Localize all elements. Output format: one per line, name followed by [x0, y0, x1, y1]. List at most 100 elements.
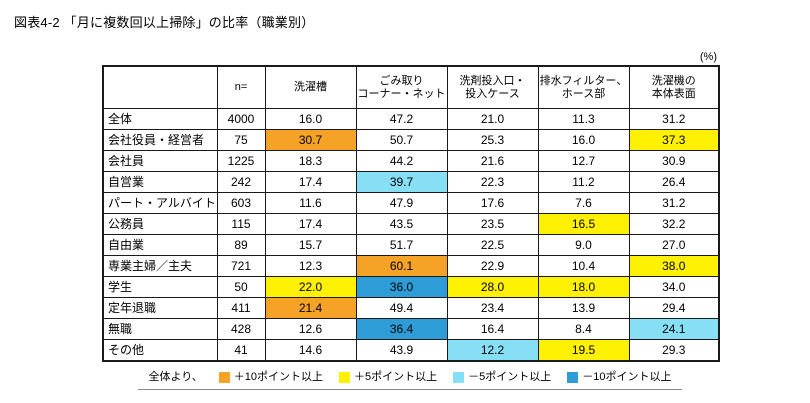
value-cell: 39.7	[355, 171, 448, 193]
value-cell: 30.7	[264, 129, 357, 151]
row-label: 定年退職	[102, 297, 218, 319]
table-row: 専業主婦／主夫 721 12.3 60.1 22.9 10.4 38.0	[102, 255, 720, 277]
column-header-washtub: 洗濯槽	[264, 65, 357, 109]
column-header-n: n=	[216, 65, 266, 109]
value-cell: 12.3	[264, 255, 357, 277]
value-cell: 10.4	[537, 255, 630, 277]
value-cell: 16.0	[264, 108, 357, 130]
table-row: 公務員 115 17.4 43.5 23.5 16.5 32.2	[102, 213, 720, 235]
row-label: パート・アルバイト	[102, 192, 218, 214]
table-row: 全体 4000 16.0 47.2 21.0 11.3 31.2	[102, 108, 720, 130]
row-label: 公務員	[102, 213, 218, 235]
value-cell: 22.5	[446, 234, 539, 256]
value-cell: 51.7	[355, 234, 448, 256]
n-value: 115	[216, 213, 266, 235]
legend-swatch-plus5-icon	[339, 372, 351, 383]
figure-title: 図表4-2 「月に複数回以上掃除」の比率（職業別）	[14, 15, 315, 30]
legend-inner: 全体より、 ＋10ポイント以上 ＋5ポイント以上 －5ポイント以上 －10ポイン…	[138, 370, 682, 390]
value-cell: 11.3	[537, 108, 630, 130]
legend-label-plus10: ＋10ポイント以上	[233, 371, 324, 383]
value-cell: 34.0	[628, 276, 720, 298]
header-row: n= 洗濯槽 ごみ取り コーナー・ネット 洗剤投入口・ 投入ケース 排水フィルタ…	[102, 65, 720, 109]
value-cell: 21.6	[446, 150, 539, 172]
n-value: 75	[216, 129, 266, 151]
legend-label-minus10: －10ポイント以上	[582, 371, 672, 383]
value-cell: 27.0	[628, 234, 720, 256]
value-cell: 13.9	[537, 297, 630, 319]
value-cell: 21.0	[446, 108, 539, 130]
legend: 全体より、 ＋10ポイント以上 ＋5ポイント以上 －5ポイント以上 －10ポイン…	[102, 367, 718, 390]
legend-label-plus5: ＋5ポイント以上	[354, 371, 438, 383]
value-cell: 8.4	[537, 318, 630, 340]
column-header-drain-filter: 排水フィルター、 ホース部	[537, 65, 630, 109]
value-cell: 12.7	[537, 150, 630, 172]
value-cell: 47.9	[355, 192, 448, 214]
value-cell: 12.2	[446, 339, 539, 362]
table-row: 自営業 242 17.4 39.7 22.3 11.2 26.4	[102, 171, 720, 193]
value-cell: 29.4	[628, 297, 720, 319]
value-cell: 50.7	[355, 129, 448, 151]
value-cell: 17.4	[264, 171, 357, 193]
legend-item-plus5: ＋5ポイント以上	[339, 370, 437, 385]
value-cell: 44.2	[355, 150, 448, 172]
data-table: n= 洗濯槽 ごみ取り コーナー・ネット 洗剤投入口・ 投入ケース 排水フィルタ…	[102, 65, 720, 362]
value-cell: 14.6	[264, 339, 357, 362]
value-cell: 11.6	[264, 192, 357, 214]
legend-label-minus5: －5ポイント以上	[468, 371, 552, 383]
n-value: 242	[216, 171, 266, 193]
value-cell: 24.1	[628, 318, 720, 340]
legend-prefix: 全体より、	[148, 371, 203, 383]
value-cell: 16.0	[537, 129, 630, 151]
legend-swatch-minus10-icon	[567, 372, 579, 383]
row-label: 会社員	[102, 150, 218, 172]
value-cell: 23.5	[446, 213, 539, 235]
row-label: その他	[102, 339, 218, 362]
value-cell: 23.4	[446, 297, 539, 319]
value-cell: 9.0	[537, 234, 630, 256]
value-cell: 29.3	[628, 339, 720, 362]
value-cell: 36.4	[355, 318, 448, 340]
table-row: 会社員 1225 18.3 44.2 21.6 12.7 30.9	[102, 150, 720, 172]
table-row: パート・アルバイト 603 11.6 47.9 17.6 7.6 31.2	[102, 192, 720, 214]
legend-swatch-plus10-icon	[218, 372, 230, 383]
value-cell: 26.4	[628, 171, 720, 193]
value-cell: 30.9	[628, 150, 720, 172]
column-header-lint-net: ごみ取り コーナー・ネット	[355, 65, 448, 109]
legend-item-plus10: ＋10ポイント以上	[218, 370, 324, 385]
n-value: 89	[216, 234, 266, 256]
value-cell: 43.9	[355, 339, 448, 362]
table-row: 会社役員・経営者 75 30.7 50.7 25.3 16.0 37.3	[102, 129, 720, 151]
n-value: 721	[216, 255, 266, 277]
value-cell: 22.3	[446, 171, 539, 193]
value-cell: 49.4	[355, 297, 448, 319]
value-cell: 43.5	[355, 213, 448, 235]
value-cell: 19.5	[537, 339, 630, 362]
value-cell: 18.3	[264, 150, 357, 172]
value-cell: 22.9	[446, 255, 539, 277]
value-cell: 38.0	[628, 255, 720, 277]
legend-item-minus10: －10ポイント以上	[567, 370, 672, 385]
value-cell: 15.7	[264, 234, 357, 256]
column-header-detergent-case: 洗剤投入口・ 投入ケース	[446, 65, 539, 109]
value-cell: 11.2	[537, 171, 630, 193]
value-cell: 17.6	[446, 192, 539, 214]
value-cell: 22.0	[264, 276, 357, 298]
n-value: 4000	[216, 108, 266, 130]
table-row: 定年退職 411 21.4 49.4 23.4 13.9 29.4	[102, 297, 720, 319]
value-cell: 31.2	[628, 108, 720, 130]
value-cell: 18.0	[537, 276, 630, 298]
n-value: 41	[216, 339, 266, 362]
value-cell: 47.2	[355, 108, 448, 130]
table-row: 自由業 89 15.7 51.7 22.5 9.0 27.0	[102, 234, 720, 256]
row-label: 専業主婦／主夫	[102, 255, 218, 277]
unit-label: (%)	[699, 51, 717, 63]
row-label: 学生	[102, 276, 218, 298]
n-value: 603	[216, 192, 266, 214]
row-label: 無職	[102, 318, 218, 340]
table-row: 無職 428 12.6 36.4 16.4 8.4 24.1	[102, 318, 720, 340]
value-cell: 12.6	[264, 318, 357, 340]
value-cell: 17.4	[264, 213, 357, 235]
legend-item-minus5: －5ポイント以上	[453, 370, 551, 385]
row-label: 自由業	[102, 234, 218, 256]
